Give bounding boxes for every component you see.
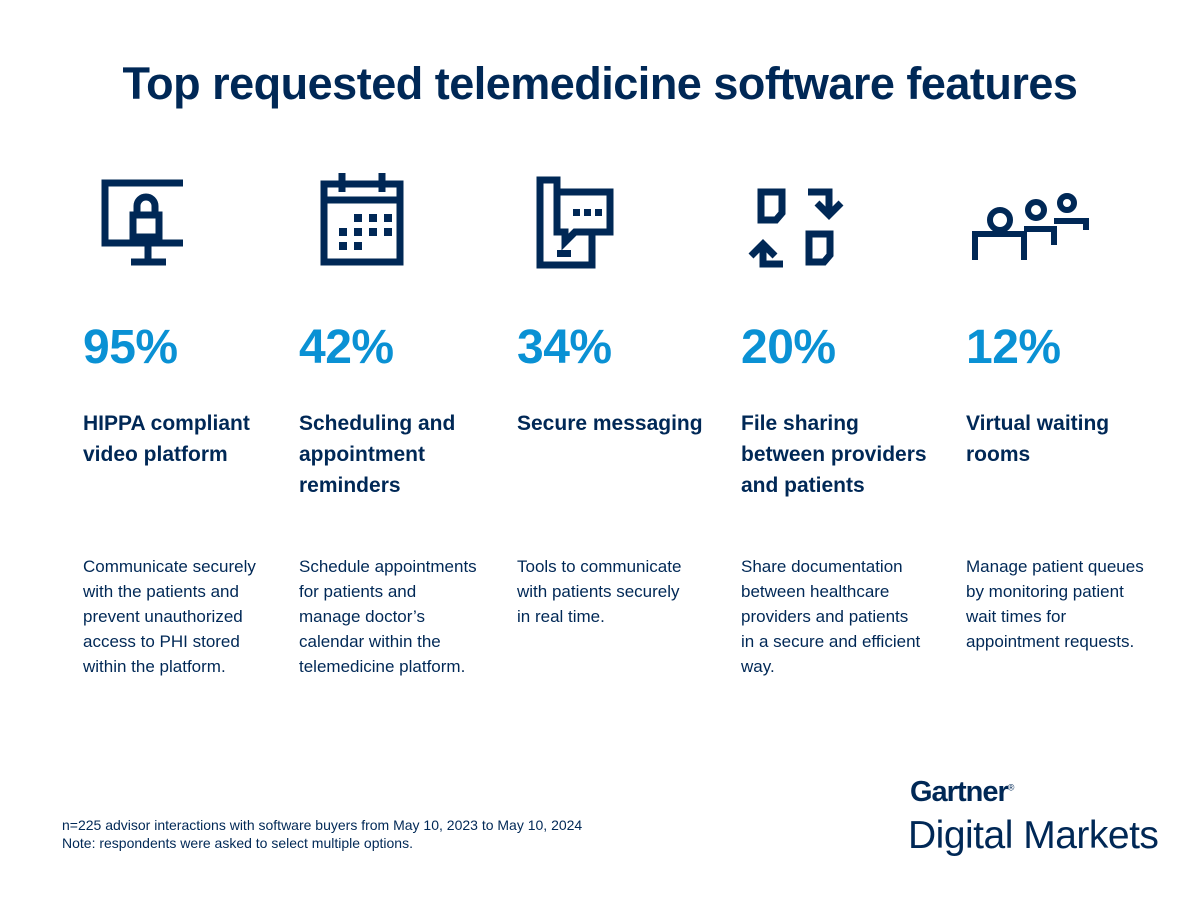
feature-description: Schedule appointments for patients and m…	[299, 557, 477, 676]
feature-waiting-rooms: 12% Virtual waiting rooms Manage patient…	[966, 170, 1156, 651]
feature-scheduling: 42% Scheduling and appointment reminders…	[299, 170, 489, 676]
phone-chat-icon	[517, 170, 707, 270]
feature-title: File sharing between providers and patie…	[741, 412, 927, 497]
feature-title: Secure messaging	[517, 412, 703, 435]
feature-percent: 95%	[83, 321, 178, 374]
footnote-note: Note: respondents were asked to select m…	[62, 835, 413, 851]
calendar-icon	[299, 170, 489, 270]
logo-brand: Gartner	[910, 776, 1009, 808]
gartner-logo: Gartner®	[910, 776, 1015, 809]
feature-description: Tools to communicate with patients secur…	[517, 557, 682, 626]
feature-file-sharing: 20% File sharing between providers and p…	[741, 170, 931, 676]
feature-percent: 12%	[966, 321, 1061, 374]
feature-title: Virtual waiting rooms	[966, 412, 1110, 466]
monitor-lock-icon	[83, 170, 273, 270]
digital-markets-logo: Digital Markets	[908, 814, 1159, 857]
registered-mark: ®	[1007, 782, 1015, 793]
feature-description: Manage patient queues by monitoring pati…	[966, 557, 1144, 651]
feature-messaging: 34% Secure messaging Tools to communicat…	[517, 170, 707, 626]
feature-description: Communicate securely with the patients a…	[83, 557, 256, 676]
footnote: n=225 advisor interactions with software…	[62, 816, 582, 852]
feature-description: Share documentation between healthcare p…	[741, 557, 921, 676]
feature-hipaa: 95% HIPPA compliant video platform Commu…	[83, 170, 273, 676]
file-exchange-icon	[741, 170, 931, 270]
feature-percent: 20%	[741, 321, 836, 374]
feature-title: HIPPA compliant video platform	[83, 412, 250, 466]
waiting-room-people-icon	[966, 170, 1156, 270]
feature-title: Scheduling and appointment reminders	[299, 412, 456, 497]
footnote-sample: n=225 advisor interactions with software…	[62, 817, 583, 833]
feature-percent: 34%	[517, 321, 612, 374]
page-title: Top requested telemedicine software feat…	[122, 58, 1078, 109]
feature-percent: 42%	[299, 321, 394, 374]
